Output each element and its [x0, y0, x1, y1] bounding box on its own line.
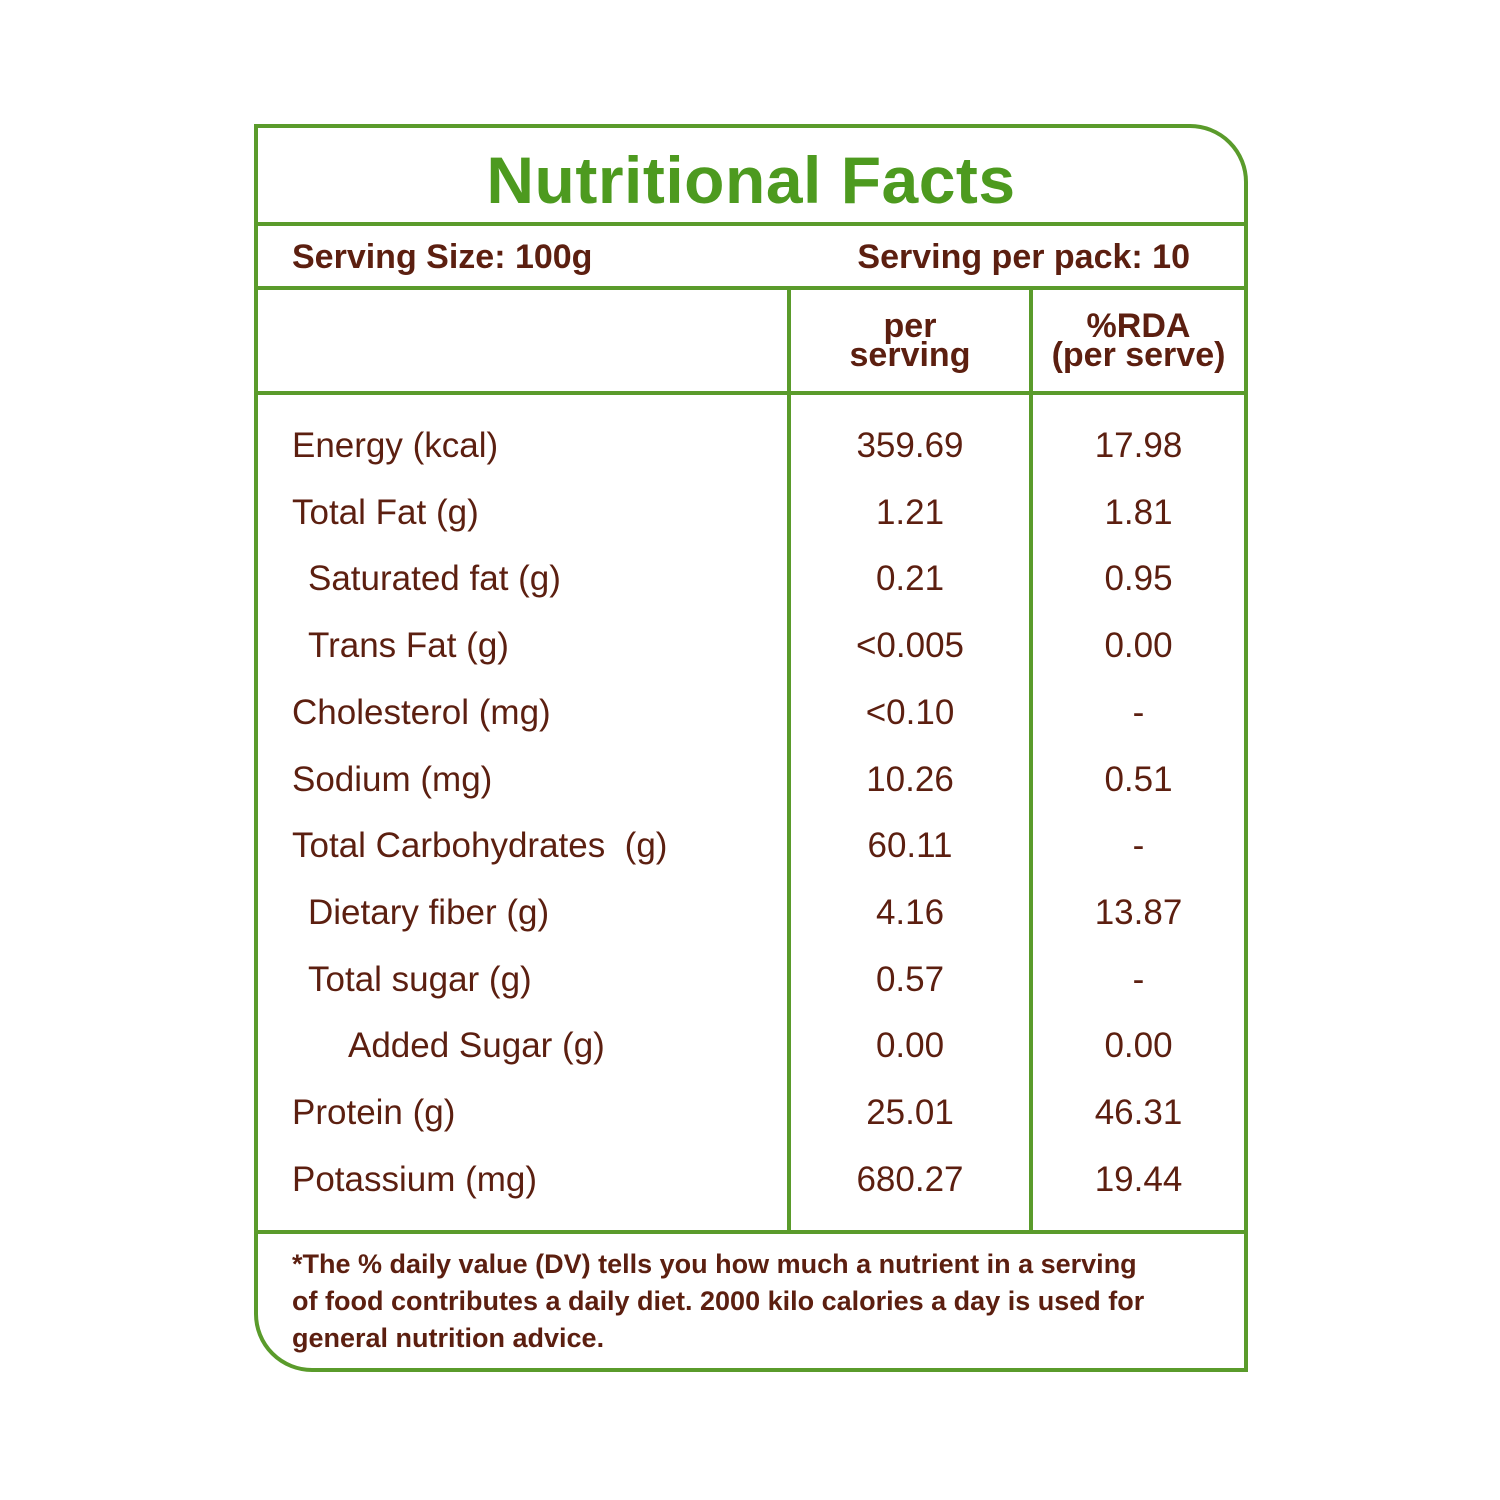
- per-serving-value: 0.21: [875, 559, 945, 599]
- divider-title: [258, 222, 1244, 226]
- nutrient-label: Sodium (mg): [292, 759, 493, 799]
- rda-value: 1.81: [1104, 492, 1173, 532]
- nutrition-facts-panel: Nutritional Facts Serving Size: 100g Ser…: [254, 124, 1248, 1372]
- nutrient-label: Energy (kcal): [292, 426, 499, 465]
- table-row: Total sugar (g) 0.57 -: [258, 960, 1244, 1026]
- table-row: Potassium (mg) 680.27 19.44: [258, 1160, 1244, 1226]
- per-serving-value: 4.16: [875, 892, 945, 932]
- divider-serving: [258, 286, 1244, 290]
- nutrient-label: Total Fat (g): [292, 492, 479, 532]
- table-row: Protein (g) 25.01 46.31: [258, 1093, 1244, 1159]
- rda-value: 0.95: [1104, 559, 1173, 599]
- table-row: Added Sugar (g) 0.00 0.00: [258, 1026, 1244, 1092]
- divider-footnote: [258, 1230, 1244, 1234]
- column-header-per-serving-line1: per: [883, 307, 937, 345]
- nutrient-label: Trans Fat (g): [308, 626, 509, 666]
- per-serving-value: 1.21: [875, 492, 945, 532]
- per-serving-value: 680.27: [856, 1159, 964, 1199]
- rda-value: 0.00: [1104, 626, 1173, 666]
- table-row: Total Fat (g) 1.21 1.81: [258, 493, 1244, 559]
- per-serving-value: <0.10: [865, 692, 955, 732]
- column-divider-1: [787, 290, 791, 1230]
- column-divider-2: [1029, 290, 1033, 1230]
- footnote-line: general nutrition advice.: [292, 1323, 605, 1353]
- column-header-rda: %RDA (per serve): [1033, 307, 1244, 374]
- per-serving-value: 60.11: [867, 826, 953, 866]
- column-header-per-serving: per serving: [791, 307, 1029, 374]
- rda-value: -: [1132, 692, 1145, 732]
- rda-value: 46.31: [1094, 1093, 1183, 1132]
- table-row: Total Carbohydrates (g) 60.11 -: [258, 826, 1244, 892]
- per-serving-value: 0.00: [875, 1026, 945, 1066]
- per-serving-value: 25.01: [866, 1093, 954, 1132]
- rda-value: 19.44: [1094, 1159, 1183, 1199]
- table-row: Cholesterol (mg) <0.10 -: [258, 693, 1244, 759]
- rda-value: 13.87: [1094, 892, 1183, 932]
- serving-per-pack: Serving per pack: 10: [857, 238, 1190, 276]
- column-header-rda-line2: (per serve): [1051, 336, 1226, 374]
- nutrient-label: Total Carbohydrates (g): [292, 826, 668, 866]
- rda-value: 17.98: [1094, 426, 1183, 465]
- nutrient-label: Added Sugar (g): [348, 1026, 605, 1066]
- serving-size: Serving Size: 100g: [292, 238, 593, 276]
- rda-value: -: [1132, 959, 1145, 999]
- column-header-per-serving-line2: serving: [849, 336, 971, 374]
- per-serving-value: 10.26: [866, 759, 954, 799]
- panel-title: Nutritional Facts: [486, 143, 1016, 217]
- footnote: *The % daily value (DV) tells you how mu…: [292, 1246, 1192, 1357]
- nutrient-label: Protein (g): [292, 1093, 456, 1132]
- nutrient-label: Potassium (mg): [292, 1159, 538, 1199]
- per-serving-value: <0.005: [855, 626, 965, 666]
- table-row: Sodium (mg) 10.26 0.51: [258, 760, 1244, 826]
- nutrient-label: Total sugar (g): [308, 959, 532, 999]
- table-row: Dietary fiber (g) 4.16 13.87: [258, 893, 1244, 959]
- footnote-line: of food contributes a daily diet. 2000 k…: [292, 1286, 1145, 1316]
- rda-value: 0.00: [1104, 1026, 1173, 1066]
- rda-value: 0.51: [1104, 759, 1173, 799]
- nutrient-label: Cholesterol (mg): [292, 692, 551, 732]
- table-row: Saturated fat (g) 0.21 0.95: [258, 559, 1244, 625]
- per-serving-value: 0.57: [875, 959, 945, 999]
- footnote-line: *The % daily value (DV) tells you how mu…: [292, 1249, 1137, 1279]
- nutrient-label: Saturated fat (g): [308, 559, 561, 599]
- per-serving-value: 359.69: [856, 426, 964, 465]
- rda-value: -: [1132, 826, 1145, 866]
- table-row: Energy (kcal) 359.69 17.98: [258, 426, 1244, 492]
- column-header-rda-line1: %RDA: [1086, 307, 1191, 345]
- table-row: Trans Fat (g) <0.005 0.00: [258, 626, 1244, 692]
- divider-header: [258, 391, 1244, 395]
- nutrient-label: Dietary fiber (g): [308, 892, 550, 932]
